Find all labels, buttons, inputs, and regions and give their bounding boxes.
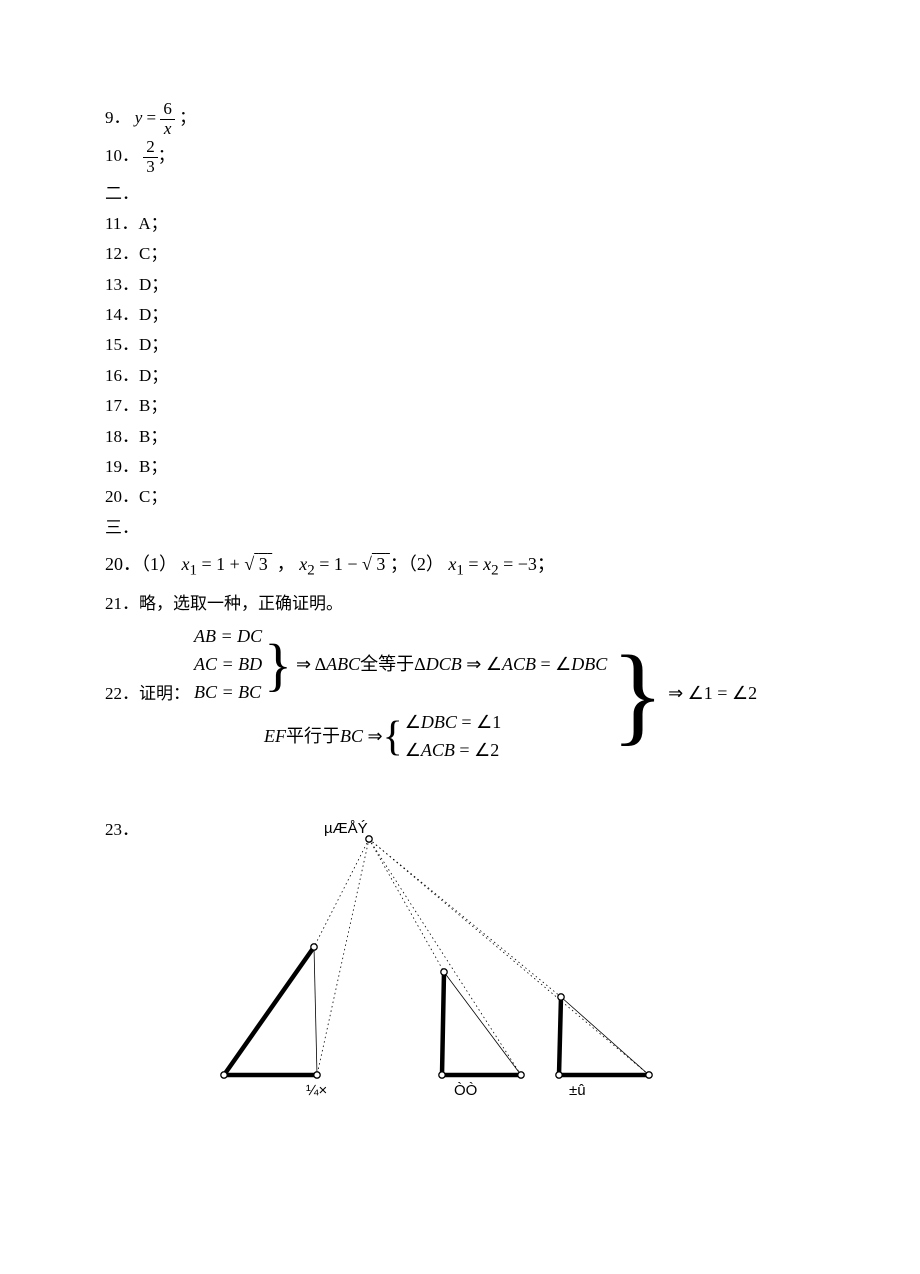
q9-frac-num: 6 [160, 100, 175, 120]
q22-top-premises: AB = DC AC = BD BC = BC [194, 623, 264, 707]
q10-suffix: ； [158, 146, 175, 165]
mc-answer-row: 15．D； [105, 332, 815, 358]
mc-letter: D； [139, 305, 168, 324]
mc-num: 12． [105, 244, 139, 263]
q20-s1b: 1 [456, 562, 464, 578]
q9-frac: 6x [160, 100, 175, 138]
q22-proof: 22．证明： AB = DC AC = BD BC = BC } ⇒ ΔABC全… [105, 623, 815, 764]
mc-answer-row: 14．D； [105, 302, 815, 328]
mc-letter: D； [139, 366, 168, 385]
q10-frac: 23 [143, 138, 158, 176]
q22-conseq1: ⇒ ΔABC全等于ΔDCB ⇒ ∠ACB = ∠DBC [296, 651, 607, 679]
mc-num: 19． [105, 457, 139, 476]
q20-s2b: 2 [491, 562, 499, 578]
mc-answer-row: 18．B； [105, 424, 815, 450]
mc-letter: A； [138, 214, 167, 233]
left-brace-icon: { [383, 716, 403, 758]
mc-answer-row: 19．B； [105, 454, 815, 480]
mc-letter: C； [139, 244, 167, 263]
q20-p1: （1） [141, 554, 177, 574]
mc-num: 14． [105, 305, 139, 324]
q23-diagram: µÆÅÝ ¼× ÒÒ ±û [199, 817, 674, 1127]
q20-comma: ， [272, 554, 299, 574]
svg-text:¼×: ¼× [306, 1082, 327, 1099]
q22-final: ⇒ ∠1 = ∠2 [668, 680, 757, 708]
q22-small-group: ∠DBC = ∠1 ∠ACB = ∠2 [403, 709, 501, 765]
q21-line: 21．略，选取一种，正确证明。 [105, 591, 815, 617]
q20-eqm: = [464, 554, 483, 574]
q9-suffix: ； [179, 108, 196, 127]
q20-eq1: = 1 + [197, 554, 244, 574]
q10-frac-num: 2 [143, 138, 158, 158]
mc-num: 11． [105, 214, 138, 233]
mc-answers: 11．A；12．C；13．D；14．D；15．D；16．D；17．B；18．B；… [105, 211, 815, 510]
q20-x2: x [299, 554, 307, 574]
q22-l3: BC = BC [194, 679, 262, 707]
q20-x1: x [182, 554, 190, 574]
right-brace-icon: } [264, 636, 292, 694]
mc-answer-row: 12．C； [105, 241, 815, 267]
mc-num: 18． [105, 427, 139, 446]
q9-line: 9． y = 6x ； [105, 100, 815, 138]
q9-eq: = [142, 108, 160, 127]
q23-label: 23． [105, 817, 139, 843]
answer-key-page: 9． y = 6x ； 10． 23； 二． 11．A；12．C；13．D；14… [0, 0, 920, 1274]
svg-text:µÆÅÝ: µÆÅÝ [324, 820, 368, 837]
q20-s2: 2 [307, 562, 315, 578]
q20-rt3a: 3 [259, 554, 268, 574]
q20-line: 20．（1） x1 = 1 + √ 3 ， x2 = 1 − √ 3 ；（2） … [105, 551, 815, 583]
q10-line: 10． 23； [105, 138, 815, 176]
q20-x2b: x [483, 554, 491, 574]
q22-label: 22．证明： [105, 681, 190, 707]
q20-s1: 1 [190, 562, 198, 578]
q20-eqn3: = −3 [499, 554, 537, 574]
q20-sep: ；（2） [390, 554, 444, 574]
q20-end: ； [537, 554, 555, 574]
svg-text:±û: ±û [569, 1082, 586, 1099]
q22-l2: AC = BD [194, 651, 262, 679]
q9-number: 9． [105, 108, 131, 127]
mc-num: 15． [105, 335, 139, 354]
q23-block: 23． µÆÅÝ ¼× ÒÒ ±û [105, 817, 815, 1127]
mc-letter: D； [139, 275, 168, 294]
mc-letter: C； [139, 487, 167, 506]
q20-label: 20． [105, 554, 141, 574]
mc-num: 16． [105, 366, 139, 385]
mc-answer-row: 20．C； [105, 484, 815, 510]
mc-letter: B； [139, 427, 167, 446]
right-brace-large-icon: } [611, 644, 664, 744]
mc-num: 20． [105, 487, 139, 506]
q20-eq2: = 1 − [315, 554, 362, 574]
mc-letter: B； [139, 457, 167, 476]
mc-answer-row: 13．D； [105, 272, 815, 298]
mc-answer-row: 16．D； [105, 363, 815, 389]
q20-rt3b: 3 [376, 554, 385, 574]
section-2-header: 二． [105, 181, 815, 207]
q9-frac-den: x [160, 120, 175, 139]
mc-letter: B； [139, 396, 167, 415]
mc-answer-row: 11．A； [105, 211, 815, 237]
mc-letter: D； [139, 335, 168, 354]
section-3-header: 三． [105, 515, 815, 541]
mc-num: 13． [105, 275, 139, 294]
svg-text:ÒÒ: ÒÒ [454, 1082, 477, 1099]
q22-ef-line: EF平行于BC ⇒ [264, 723, 383, 751]
q10-number: 10． [105, 146, 139, 165]
q10-frac-den: 3 [143, 158, 158, 177]
q22-l1: AB = DC [194, 623, 262, 651]
mc-num: 17． [105, 396, 139, 415]
mc-answer-row: 17．B； [105, 393, 815, 419]
q22-outer-group: AB = DC AC = BD BC = BC } ⇒ ΔABC全等于ΔDCB … [194, 623, 757, 764]
